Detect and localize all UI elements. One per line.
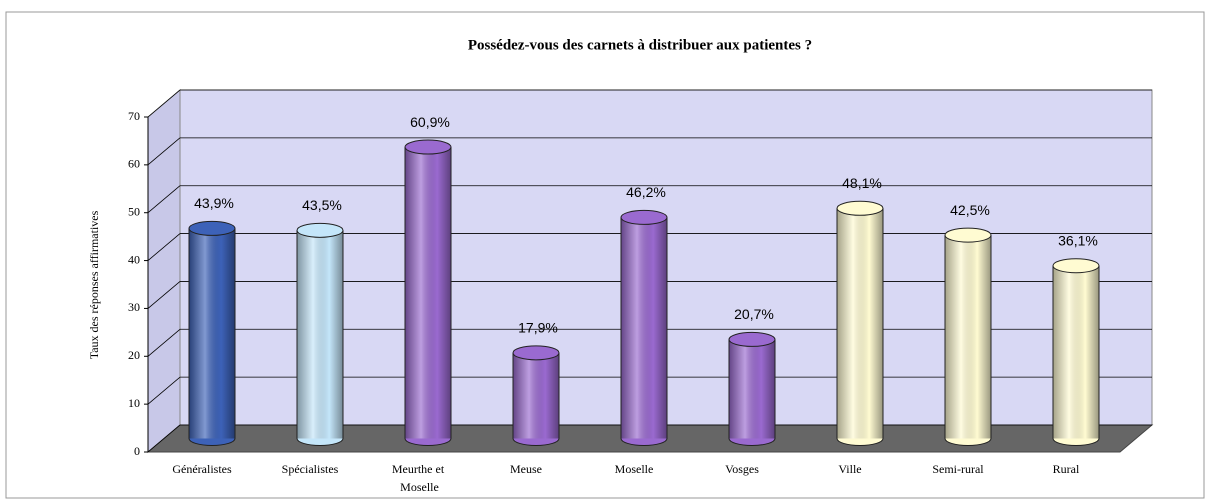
y-tick-label: 50 <box>128 204 140 218</box>
bar-shade <box>621 217 667 439</box>
bar-outline <box>404 147 452 439</box>
grid-line <box>147 185 181 214</box>
chart-title: Possédez-vous des carnets à distribuer a… <box>468 37 812 53</box>
x-tick-label: Moselle <box>615 462 654 476</box>
grid-line <box>147 376 181 405</box>
bar-outline <box>944 235 992 439</box>
bar-top <box>728 331 776 347</box>
x-tick-label: Généralistes <box>172 462 232 476</box>
bar-shade <box>189 228 235 439</box>
bar-shade <box>945 235 991 439</box>
bar-shade <box>837 208 883 439</box>
bar-shade <box>729 339 775 439</box>
y-tick-label: 70 <box>128 109 140 123</box>
x-tick-label: Meuse <box>510 462 542 476</box>
value-label: 42,5% <box>950 202 990 218</box>
y-tick-label: 20 <box>128 348 140 362</box>
bar-top <box>296 222 344 238</box>
value-label: 60,9% <box>410 114 450 130</box>
y-tick-label: 10 <box>128 396 140 410</box>
bar-shade <box>1053 265 1099 439</box>
bar-shade <box>297 230 343 439</box>
bar-outline <box>1052 265 1100 439</box>
value-label: 48,1% <box>842 175 882 191</box>
x-tick-label: Spécialistes <box>282 462 339 476</box>
bar-shade <box>513 352 559 439</box>
grid-line <box>147 424 181 453</box>
bar-top <box>512 345 560 361</box>
bar-outline <box>836 208 884 439</box>
y-axis-label: Taux des réponses affirmatives <box>87 210 101 359</box>
bar-shade <box>405 147 451 439</box>
frame <box>5 11 1205 499</box>
bar-top <box>620 209 668 225</box>
side-wall <box>147 88 181 454</box>
bar-top <box>404 139 452 155</box>
value-label: 17,9% <box>518 320 558 336</box>
y-tick-label: 40 <box>128 252 140 266</box>
bar-top <box>836 200 884 216</box>
value-label: 46,2% <box>626 184 666 200</box>
y-tick-label: 30 <box>128 300 140 314</box>
value-label: 20,7% <box>734 306 774 322</box>
bar-outline <box>620 217 668 439</box>
bar-outline <box>728 339 776 439</box>
value-label: 43,9% <box>194 195 234 211</box>
bar-top <box>944 227 992 243</box>
grid-line <box>147 328 181 357</box>
x-tick-label: Rural <box>1053 462 1080 476</box>
x-tick-label: Ville <box>838 462 861 476</box>
grid-line <box>147 137 181 166</box>
x-tick-label: Vosges <box>725 462 759 476</box>
bar-top <box>1052 258 1100 274</box>
x-tick-label: Meurthe et Moselle <box>392 462 445 494</box>
bar-outline <box>296 230 344 439</box>
y-tick-label: 60 <box>128 157 140 171</box>
grid-line <box>147 281 181 309</box>
bar-outline <box>512 352 560 439</box>
x-tick-label: Semi-rural <box>932 462 984 476</box>
grid-line <box>147 233 181 261</box>
grid-line <box>147 89 181 118</box>
bar-top <box>188 220 236 236</box>
value-label: 36,1% <box>1058 232 1098 248</box>
y-tick-label: 0 <box>134 444 140 458</box>
bar-outline <box>188 228 236 439</box>
value-label: 43,5% <box>302 197 342 213</box>
